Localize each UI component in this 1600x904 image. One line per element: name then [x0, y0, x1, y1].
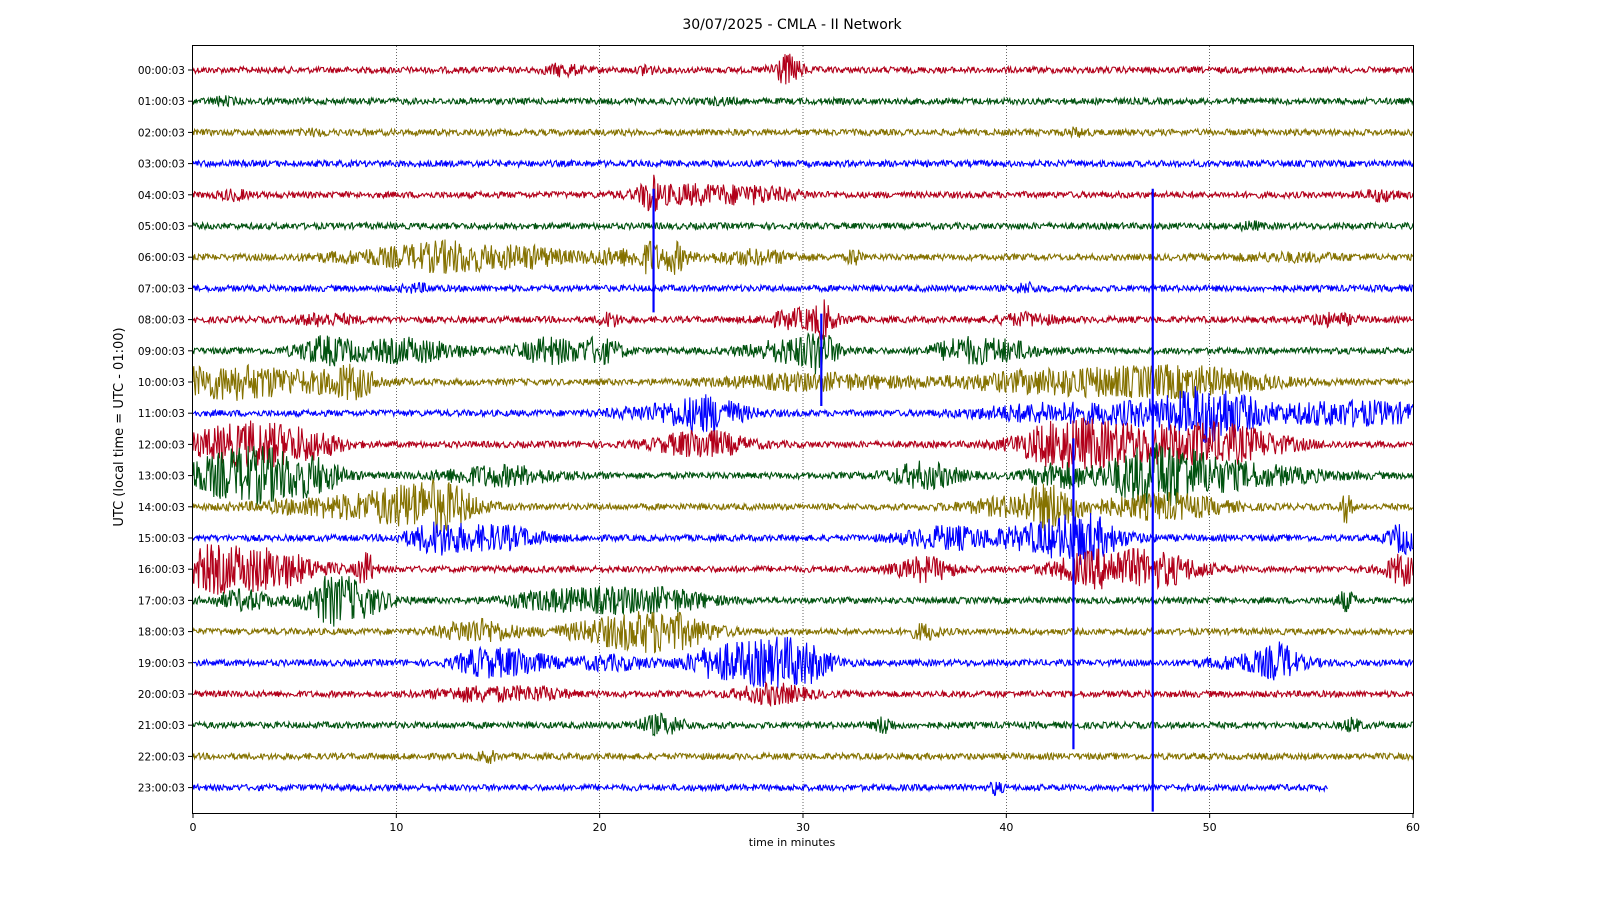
- seismic-trace: [192, 512, 1414, 565]
- y-tick-label: 03:00:03: [138, 159, 185, 171]
- y-tick-label: 21:00:03: [138, 720, 185, 732]
- y-tick-label: 08:00:03: [138, 315, 185, 327]
- x-tick-labels: 0 10 20 30 40 50 60: [190, 813, 1420, 834]
- chart-title: 30/07/2025 - CMLA - II Network: [682, 17, 902, 33]
- x-axis-label: time in minutes: [749, 836, 836, 849]
- seismic-trace: [192, 781, 1328, 797]
- seismic-trace: [192, 712, 1414, 737]
- y-tick-label: 06:00:03: [138, 252, 185, 264]
- seismic-trace: [192, 575, 1414, 627]
- y-tick-label: 01:00:03: [138, 96, 185, 108]
- y-tick-label: 23:00:03: [138, 783, 185, 795]
- seismic-trace: [192, 417, 1414, 472]
- seismic-trace: [192, 681, 1414, 708]
- y-tick-label: 07:00:03: [138, 283, 185, 295]
- y-tick-label: 04:00:03: [138, 190, 185, 202]
- seismic-trace: [192, 386, 1414, 444]
- seismic-trace: [192, 280, 1414, 294]
- seismic-traces: [192, 53, 1414, 812]
- seismic-trace: [192, 636, 1414, 689]
- x-tick-label: 30: [796, 821, 810, 834]
- seismic-trace: [192, 126, 1414, 139]
- seismic-trace: [192, 442, 1414, 506]
- y-tick-label: 13:00:03: [138, 471, 185, 483]
- y-tick-labels: 00:00:03 01:00:03 02:00:03 03:00:03 04:00:03…: [138, 65, 193, 795]
- seismic-trace: [192, 611, 1414, 654]
- x-tick-label: 40: [999, 821, 1013, 834]
- seismic-trace: [192, 239, 1414, 275]
- y-tick-label: 17:00:03: [138, 595, 185, 607]
- y-axis-label: UTC (local time = UTC - 01:00): [112, 327, 127, 526]
- seismic-trace: [192, 174, 1414, 212]
- y-tick-label: 09:00:03: [138, 346, 185, 358]
- seismic-trace: [192, 94, 1414, 108]
- y-tick-label: 05:00:03: [138, 221, 185, 233]
- x-tick-label: 0: [190, 821, 197, 834]
- x-tick-label: 20: [593, 821, 607, 834]
- y-tick-label: 16:00:03: [138, 564, 185, 576]
- seismic-trace: [192, 220, 1414, 233]
- seismic-trace: [192, 478, 1414, 534]
- y-tick-label: 19:00:03: [138, 658, 185, 670]
- x-tick-label: 60: [1406, 821, 1420, 834]
- seismic-trace: [192, 544, 1414, 595]
- grid-lines: [396, 46, 1210, 813]
- y-tick-label: 22:00:03: [138, 751, 185, 763]
- y-tick-label: 10:00:03: [138, 377, 185, 389]
- y-tick-label: 00:00:03: [138, 65, 185, 77]
- x-tick-label: 10: [389, 821, 403, 834]
- seismic-trace: [192, 363, 1414, 401]
- seismic-trace: [192, 299, 1414, 343]
- y-tick-label: 14:00:03: [138, 502, 185, 514]
- y-tick-label: 15:00:03: [138, 533, 185, 545]
- seismic-trace: [192, 332, 1414, 375]
- seismic-trace: [192, 750, 1414, 765]
- y-tick-label: 12:00:03: [138, 439, 185, 451]
- y-tick-label: 18:00:03: [138, 627, 185, 639]
- y-tick-label: 11:00:03: [138, 408, 185, 420]
- x-tick-label: 50: [1203, 821, 1217, 834]
- plot-frame: [192, 45, 1414, 814]
- seismic-trace: [192, 158, 1414, 169]
- y-tick-label: 02:00:03: [138, 127, 185, 139]
- y-tick-label: 20:00:03: [138, 689, 185, 701]
- seismic-trace: [192, 53, 1414, 85]
